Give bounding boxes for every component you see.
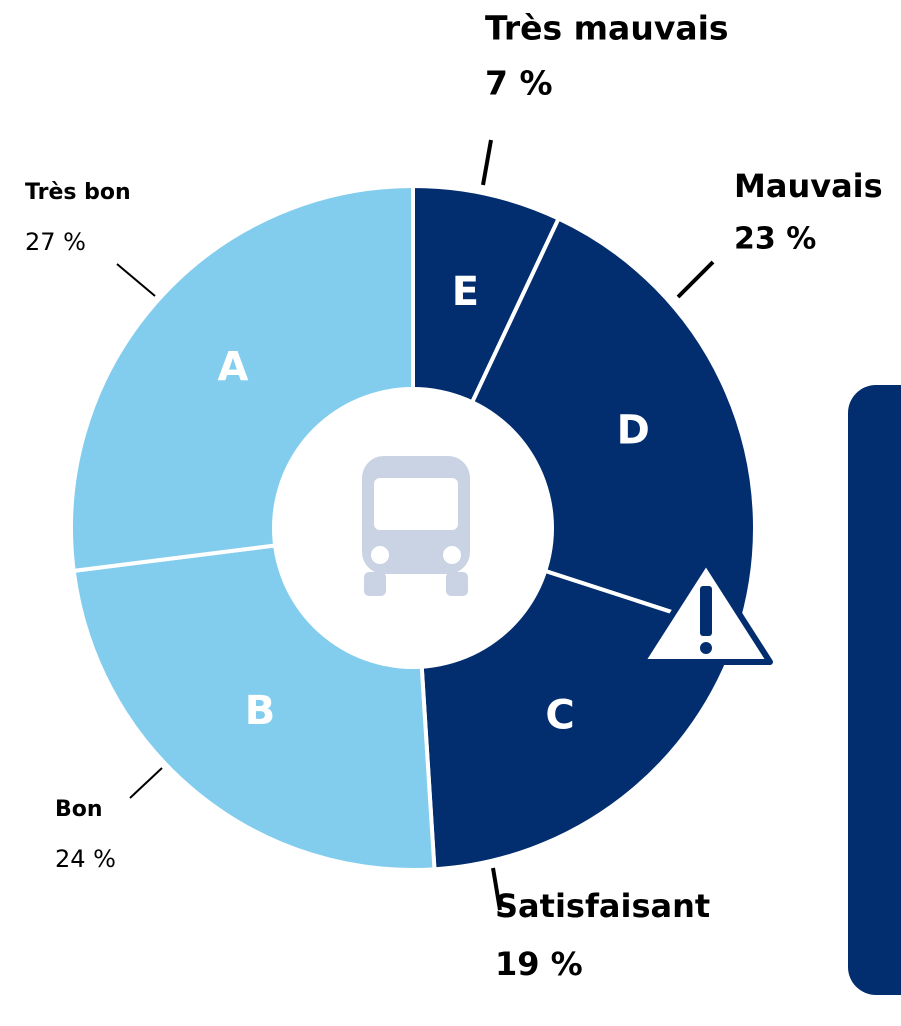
category-label: Très mauvais [485, 9, 729, 48]
value-label: 27 % [25, 228, 86, 256]
segment-letter: B [245, 688, 276, 734]
leader-line [491, 867, 502, 911]
bus-icon [362, 456, 470, 596]
warning-icon [639, 559, 773, 665]
value-label: 24 % [55, 845, 116, 873]
leader-line [129, 767, 163, 799]
category-label: Bon [55, 797, 103, 822]
value-label: 19 % [495, 945, 583, 983]
side-panel [848, 385, 901, 995]
category-label: Satisfaisant [495, 887, 710, 925]
category-label: Très bon [25, 180, 131, 205]
segment-letter: A [217, 344, 248, 390]
leader-line [481, 139, 493, 186]
segment-letter: D [617, 408, 650, 454]
labels: E Très mauvais 7 % D Mauvais 23 % C Satisfaisan… [25, 9, 883, 984]
value-label: 7 % [485, 64, 553, 103]
value-label: 23 % [734, 222, 816, 257]
leader-line [676, 260, 715, 299]
leader-line [116, 263, 156, 297]
category-label: Mauvais [734, 167, 883, 205]
segment-letter: C [545, 693, 574, 739]
segment-letter: E [452, 269, 479, 315]
